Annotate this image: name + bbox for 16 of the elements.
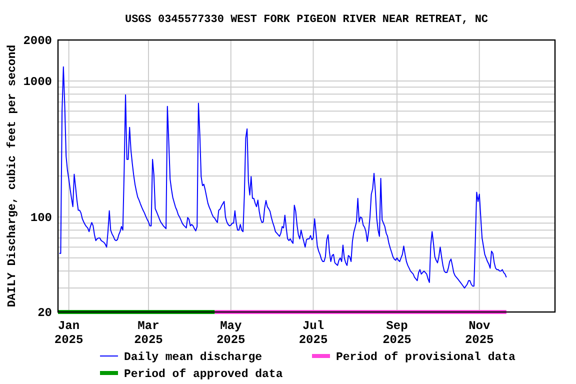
chart-title: USGS 0345577330 WEST FORK PIGEON RIVER NEAR RETREAT, NC xyxy=(124,14,488,26)
x-tick-label: Jul 2025 xyxy=(298,319,328,347)
line-series xyxy=(58,66,507,289)
x-tick-label: Sep 2025 xyxy=(382,319,412,347)
y-tick-label: 100 xyxy=(30,211,52,226)
legend-label: Daily mean discharge xyxy=(124,351,262,364)
x-tick-label: Nov 2025 xyxy=(464,319,494,347)
y-axis-title: DAILY Discharge, cubic feet per second xyxy=(6,44,19,308)
x-tick-label: Mar 2025 xyxy=(134,319,163,347)
legend-label: Period of approved data xyxy=(124,368,283,382)
y-tick-label: 1000 xyxy=(23,75,52,90)
legend-label: Period of provisional data xyxy=(336,351,516,364)
x-tick-label: Jan 2025 xyxy=(54,319,84,347)
x-tick-label: May 2025 xyxy=(216,319,246,347)
y-tick-label: 2000 xyxy=(23,34,52,48)
y-tick-label: 20 xyxy=(38,306,52,320)
